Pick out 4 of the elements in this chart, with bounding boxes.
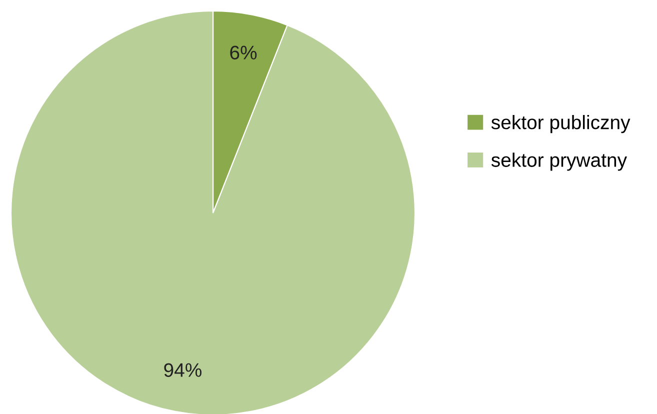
legend-label: sektor publiczny <box>491 114 630 134</box>
legend-label: sektor prywatny <box>491 152 627 171</box>
data-label: 6% <box>230 46 257 60</box>
data-label: 94% <box>164 363 202 377</box>
